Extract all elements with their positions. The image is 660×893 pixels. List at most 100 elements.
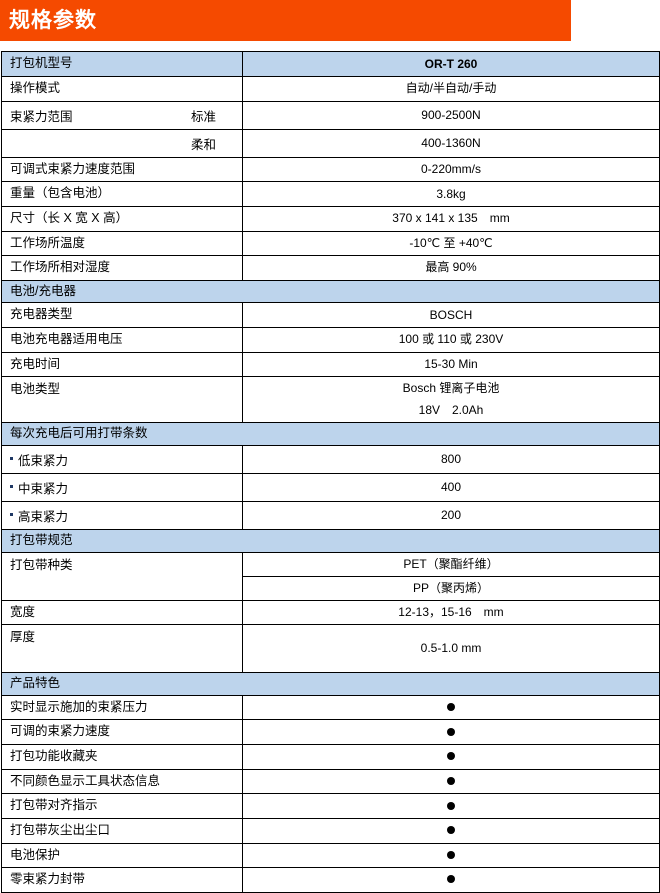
section-header-cell: 打包带规范	[1, 528, 660, 553]
row-value-cell: 800	[242, 444, 660, 474]
feature-label-cell: 零束紧力封带	[1, 867, 243, 893]
page-title: 规格参数	[9, 9, 97, 32]
row-value-cell: -10℃ 至 +40℃	[242, 230, 660, 257]
row-label-bulleted: 高束紧力	[2, 502, 242, 529]
model-value-cell: OR-T 260	[242, 51, 660, 77]
table-row-feature: 电池保护	[1, 842, 660, 869]
row-label-cell: 操作模式	[1, 76, 243, 102]
row-label: 电池类型	[10, 382, 61, 397]
feature-mark-cell	[242, 867, 660, 893]
row-value: 12-13，15-16 mm	[398, 604, 504, 619]
row-label: 可调式束紧力速度范围	[10, 161, 136, 176]
row-label-bulleted: 低束紧力	[2, 446, 242, 473]
feature-mark	[243, 745, 659, 768]
table-row: 高束紧力 200	[1, 500, 660, 530]
feature-mark-cell	[242, 842, 660, 869]
row-label-cell: 厚度	[1, 624, 243, 674]
table-row: 中束紧力 400	[1, 472, 660, 502]
table-row: 束紧力范围 标准 900-2500N	[1, 100, 660, 130]
feature-label-cell: 实时显示施加的束紧压力	[1, 694, 243, 721]
row-value: PP（聚丙烯）	[412, 580, 489, 595]
feature-mark	[243, 819, 659, 842]
row-value: BOSCH	[429, 307, 473, 322]
row-label: 充电器类型	[10, 307, 73, 322]
row-value: 0.5-1.0 mm	[420, 641, 482, 656]
row-value: 900-2500N	[421, 107, 481, 122]
row-value: 200	[440, 507, 462, 522]
row-label: 宽度	[10, 604, 36, 619]
table-row-feature: 不同颜色显示工具状态信息	[1, 768, 660, 795]
model-label: 打包机型号	[10, 56, 73, 71]
section-header-straps-per-charge: 每次充电后可用打带条数	[1, 422, 660, 446]
filled-dot-icon	[447, 752, 455, 761]
model-label-cell: 打包机型号	[1, 51, 243, 77]
row-value-cell: 200	[242, 500, 660, 530]
row-value: 3.8kg	[436, 186, 466, 201]
row-label-cell: 充电器类型	[1, 302, 243, 328]
feature-mark-cell	[242, 793, 660, 819]
feature-label-cell: 打包带对齐指示	[1, 793, 243, 819]
feature-mark-cell	[242, 817, 660, 844]
row-value-cell: PET（聚酯纤维）	[242, 551, 660, 577]
table-row-thickness: 厚度 0.5-1.0 mm	[1, 624, 660, 674]
table-row-feature: 打包带对齐指示	[1, 793, 660, 819]
row-label-cell: 工作场所温度	[1, 230, 243, 257]
row-label: 重量（包含电池）	[10, 186, 111, 201]
feature-mark	[243, 868, 659, 891]
feature-label: 打包带灰尘出尘口	[10, 822, 111, 837]
table-row: 宽度 12-13，15-16 mm	[1, 599, 660, 626]
feature-label: 不同颜色显示工具状态信息	[10, 773, 161, 788]
row-label-bulleted: 中束紧力	[2, 474, 242, 501]
table-row: 工作场所相对湿度 最高 90%	[1, 255, 660, 281]
square-bullet-icon	[10, 456, 13, 460]
filled-dot-icon	[447, 826, 455, 835]
feature-label: 打包带对齐指示	[10, 798, 98, 813]
row-value-cell: 0.5-1.0 mm	[242, 624, 660, 674]
row-value-cell: 100 或 110 或 230V	[242, 327, 660, 353]
feature-mark	[243, 844, 659, 867]
feature-label: 实时显示施加的束紧压力	[10, 699, 148, 714]
row-label-cell: 打包带种类	[1, 551, 243, 601]
row-label: 低束紧力	[18, 453, 69, 468]
row-label-cell: 尺寸（长 X 宽 X 高）	[1, 205, 243, 232]
filled-dot-icon	[447, 850, 455, 859]
row-label-cell: 电池类型	[1, 376, 243, 424]
row-label: 尺寸（长 X 宽 X 高）	[10, 210, 129, 225]
table-row-feature: 实时显示施加的束紧压力	[1, 694, 660, 721]
feature-mark	[243, 795, 659, 818]
row-label-cell: 低束紧力	[1, 444, 243, 474]
section-header-cell: 电池/充电器	[1, 279, 660, 304]
section-title: 打包带规范	[10, 532, 73, 547]
section-title: 电池/充电器	[10, 283, 76, 298]
section-title: 产品特色	[10, 676, 61, 691]
row-value-cell: BOSCH	[242, 302, 660, 328]
row-value: 0-220mm/s	[420, 161, 482, 176]
filled-dot-icon	[447, 776, 455, 785]
feature-mark	[243, 721, 659, 744]
feature-label-cell: 打包功能收藏夹	[1, 744, 243, 770]
feature-mark-cell	[242, 719, 660, 745]
row-label: 厚度	[10, 630, 36, 645]
square-bullet-icon	[10, 484, 13, 488]
table-row: 操作模式 自动/半自动/手动	[1, 76, 660, 102]
row-label-cell: 束紧力范围 标准	[1, 100, 243, 130]
table-row-strap-type: 打包带种类 PET（聚酯纤维）	[1, 551, 660, 601]
feature-mark	[243, 770, 659, 793]
table-row: 柔和 400-1360N	[1, 128, 660, 158]
row-label: 操作模式	[10, 81, 61, 95]
row-label-cell: 电池充电器适用电压	[1, 327, 243, 353]
row-label-cell: 中束紧力	[1, 472, 243, 502]
feature-label: 电池保护	[10, 847, 61, 862]
square-bullet-icon	[10, 512, 13, 516]
feature-mark-cell	[242, 768, 660, 795]
row-label-cell: 高束紧力	[1, 500, 243, 530]
row-value-cell: 400-1360N	[242, 128, 660, 158]
row-label-with-sub: 柔和	[2, 130, 242, 157]
filled-dot-icon	[447, 703, 455, 712]
specification-table: 打包机型号 OR-T 260 操作模式 自动/半自动/手动 束紧力范围 标准	[1, 51, 660, 893]
table-row: 重量（包含电池） 3.8kg	[1, 181, 660, 207]
row-value-cell: 最高 90%	[242, 255, 660, 281]
table-row-strap-type-alt: PP（聚丙烯）	[2, 575, 660, 601]
section-header-cell: 每次充电后可用打带条数	[1, 422, 660, 446]
row-value: 最高 90%	[425, 260, 477, 275]
